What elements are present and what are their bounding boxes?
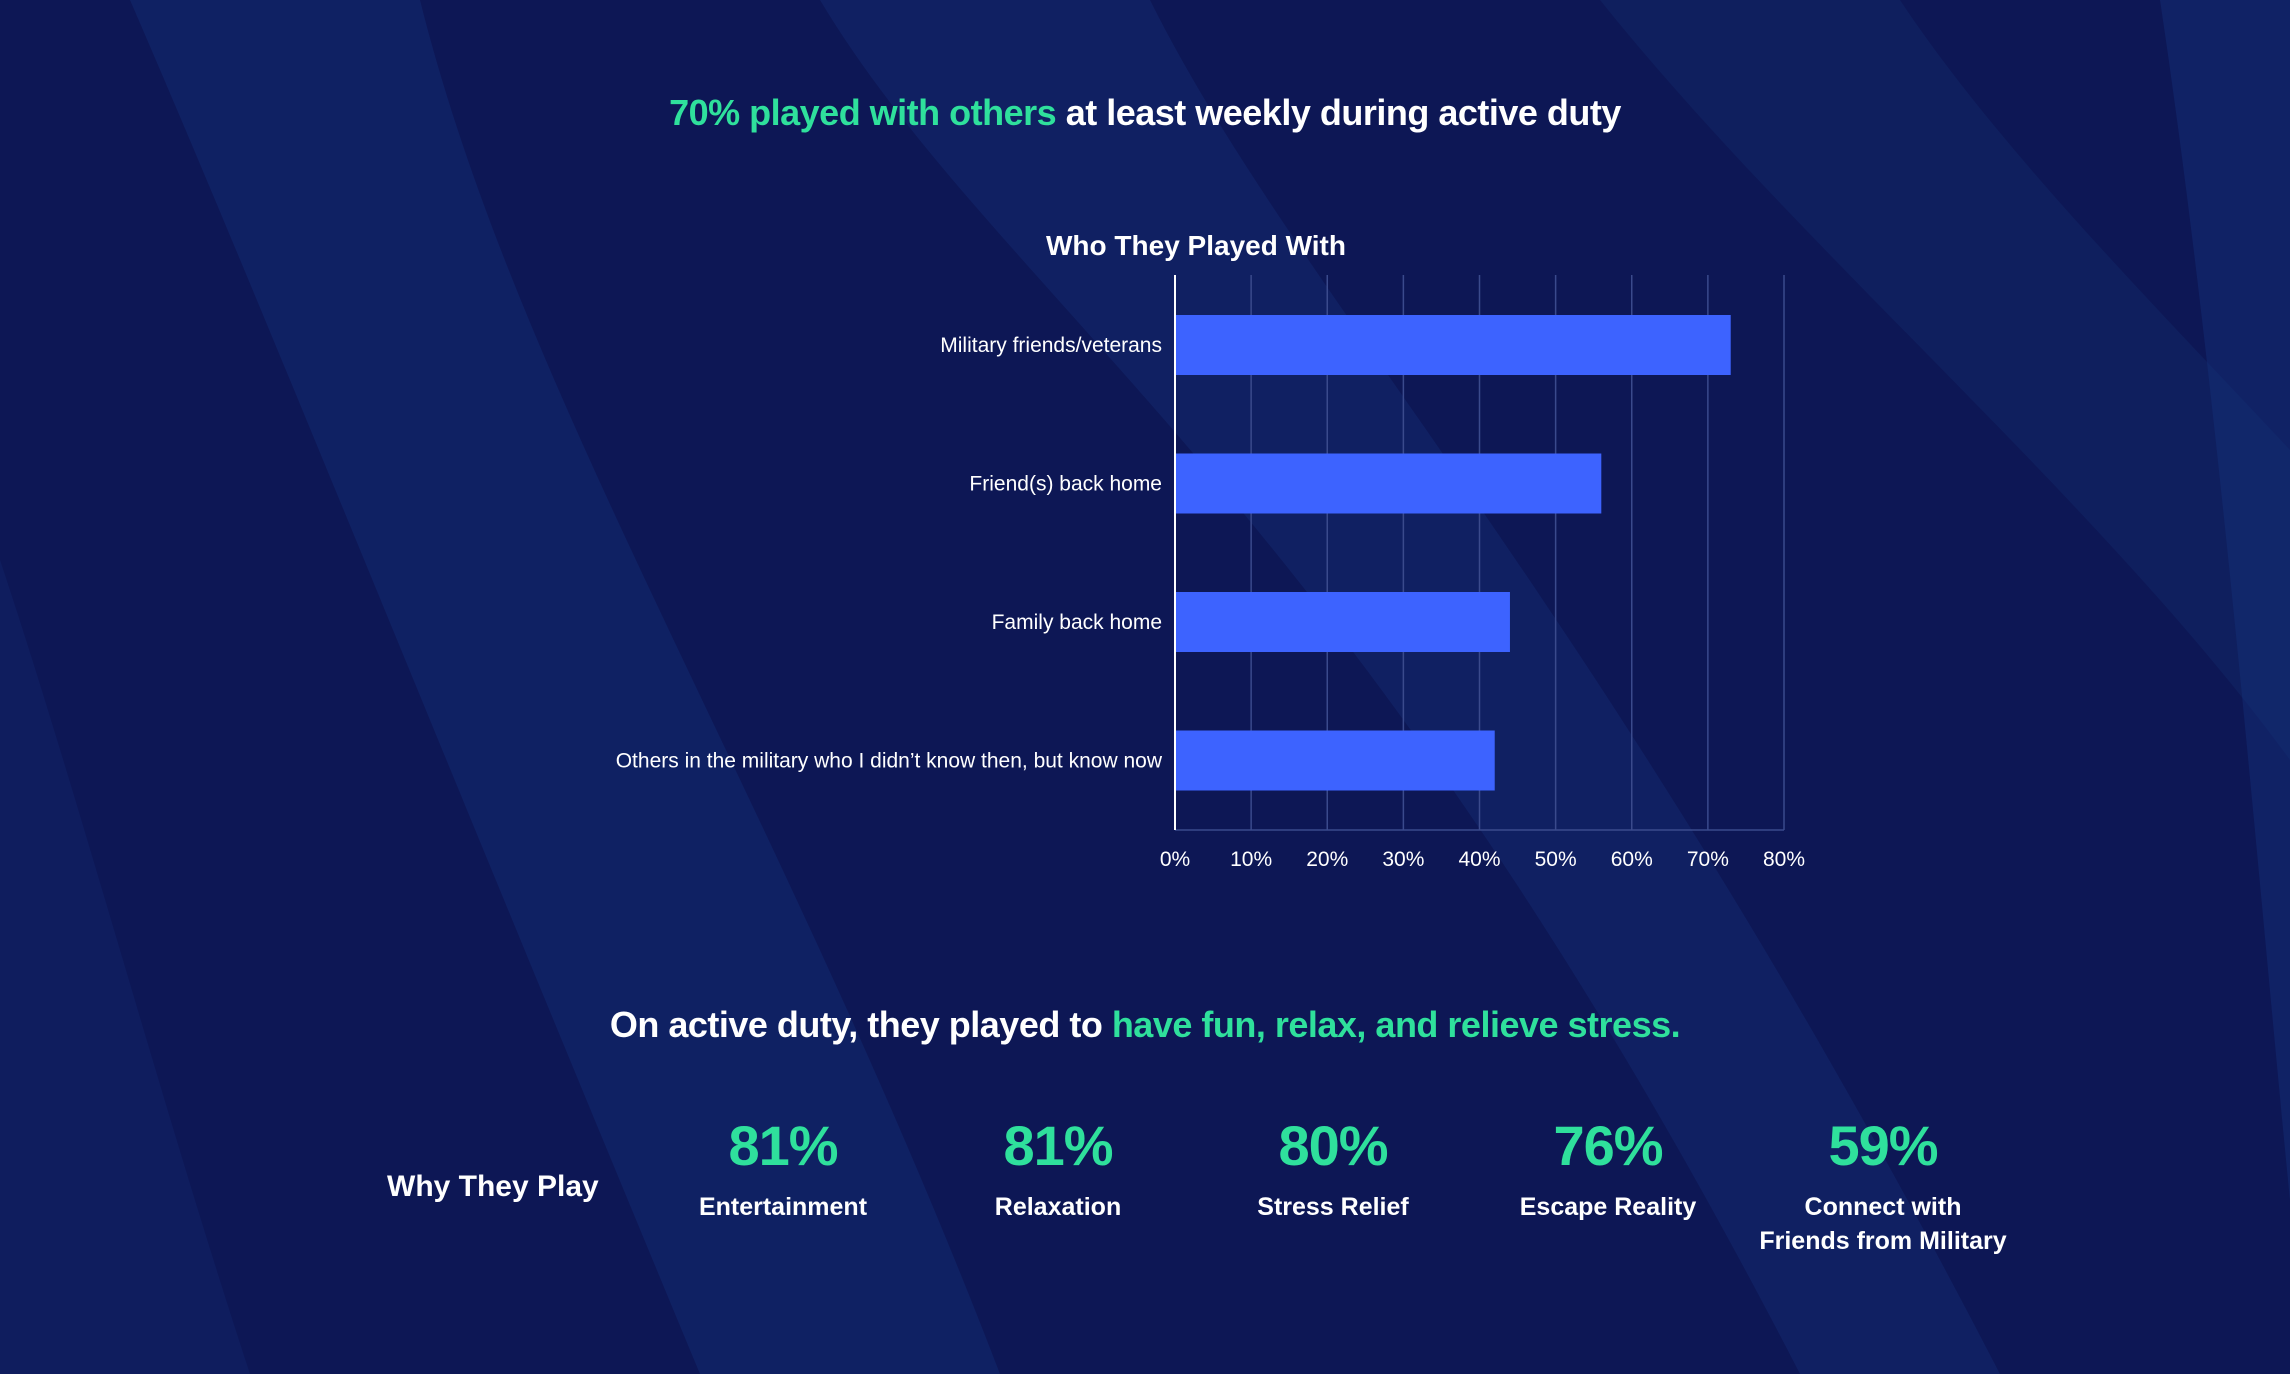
x-tick-label: 30% [1382, 848, 1424, 871]
stat-percent: 81% [728, 1114, 838, 1177]
stat-percent: 59% [1828, 1114, 1938, 1177]
stat-label: Entertainment [698, 1193, 868, 1221]
x-tick-label: 20% [1306, 848, 1348, 871]
x-tick-label: 70% [1687, 848, 1729, 871]
headline-top-rest: at least weekly during active duty [1056, 92, 1622, 133]
category-label: Family back home [992, 611, 1162, 634]
headline-bottom-accent: have fun, relax, and relieve stress. [1111, 1004, 1681, 1045]
stat-label: Escape Reality [1519, 1193, 1697, 1221]
stat-stress-relief: 80% Stress Relief [1203, 1110, 1463, 1224]
why-they-play-label: Why They Play [387, 1170, 599, 1203]
headline-bottom: On active duty, they played to have fun,… [0, 1004, 2290, 1046]
category-label: Friend(s) back home [969, 473, 1162, 496]
stat-relaxation: 81% Relaxation [928, 1110, 1188, 1224]
stat-percent: 81% [1003, 1114, 1113, 1177]
stat-label: Relaxation [994, 1193, 1122, 1221]
headline-top: 70% played with others at least weekly d… [0, 92, 2290, 134]
headline-bottom-rest: On active duty, they played to [609, 1004, 1112, 1045]
x-tick-label: 10% [1230, 848, 1272, 871]
bar [1175, 315, 1731, 375]
category-label: Military friends/veterans [940, 334, 1162, 357]
x-tick-label: 80% [1763, 848, 1805, 871]
stat-label: Stress Relief [1257, 1193, 1409, 1221]
headline-top-accent: 70% played with others [669, 92, 1057, 133]
stat-connect-with-friends: 59% Connect with Friends from Military [1753, 1110, 2013, 1258]
chart-title: Who They Played With [1046, 230, 1346, 261]
bar [1175, 730, 1495, 791]
category-label: Others in the military who I didn’t know… [616, 750, 1163, 773]
bar [1175, 453, 1602, 514]
stat-percent: 80% [1278, 1114, 1388, 1177]
stat-escape-reality: 76% Escape Reality [1478, 1110, 1738, 1224]
stat-percent: 76% [1553, 1114, 1663, 1177]
x-tick-label: 40% [1458, 848, 1500, 871]
x-tick-label: 60% [1611, 848, 1653, 871]
bar [1175, 592, 1510, 652]
stat-label: Connect with Friends from Military [1759, 1193, 2007, 1255]
x-tick-label: 50% [1535, 848, 1577, 871]
stat-entertainment: 81% Entertainment [653, 1110, 913, 1224]
x-tick-label: 0% [1160, 848, 1190, 871]
